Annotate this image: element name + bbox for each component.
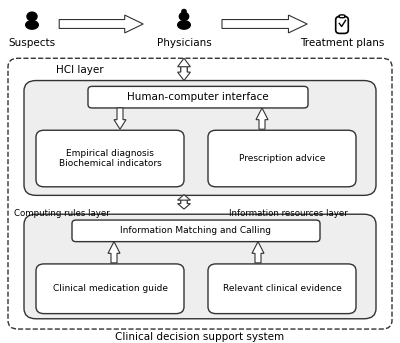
- Text: HCI layer: HCI layer: [56, 65, 104, 75]
- FancyBboxPatch shape: [88, 86, 308, 108]
- Text: Prescription advice: Prescription advice: [239, 154, 325, 163]
- Circle shape: [182, 10, 186, 13]
- Circle shape: [27, 12, 37, 21]
- Text: Human-computer interface: Human-computer interface: [127, 92, 269, 102]
- Polygon shape: [252, 241, 264, 263]
- FancyBboxPatch shape: [72, 220, 320, 241]
- Polygon shape: [178, 58, 190, 72]
- Text: Clinical medication guide: Clinical medication guide: [52, 284, 168, 293]
- Text: Empirical diagnosis
Biochemical indicators: Empirical diagnosis Biochemical indicato…: [59, 149, 161, 168]
- Polygon shape: [178, 200, 190, 209]
- Polygon shape: [108, 241, 120, 263]
- FancyBboxPatch shape: [36, 264, 184, 314]
- Polygon shape: [256, 108, 268, 129]
- Text: Physicians: Physicians: [157, 38, 211, 48]
- Ellipse shape: [26, 21, 38, 29]
- FancyBboxPatch shape: [36, 130, 184, 187]
- Circle shape: [179, 12, 189, 21]
- FancyBboxPatch shape: [208, 264, 356, 314]
- Polygon shape: [59, 15, 143, 33]
- Polygon shape: [114, 108, 126, 129]
- Text: Information resources layer: Information resources layer: [229, 209, 347, 218]
- FancyBboxPatch shape: [24, 81, 376, 196]
- Text: Information Matching and Calling: Information Matching and Calling: [120, 226, 272, 235]
- Polygon shape: [178, 67, 190, 81]
- Polygon shape: [178, 195, 190, 204]
- Text: Relevant clinical evidence: Relevant clinical evidence: [222, 284, 342, 293]
- Text: Suspects: Suspects: [8, 38, 56, 48]
- Text: Computing rules layer: Computing rules layer: [14, 209, 110, 218]
- FancyBboxPatch shape: [24, 214, 376, 319]
- FancyBboxPatch shape: [339, 15, 345, 18]
- FancyBboxPatch shape: [8, 58, 392, 329]
- Ellipse shape: [178, 21, 190, 29]
- FancyBboxPatch shape: [208, 130, 356, 187]
- FancyBboxPatch shape: [336, 16, 348, 33]
- Text: Clinical decision support system: Clinical decision support system: [116, 332, 284, 342]
- Text: Treatment plans: Treatment plans: [300, 38, 384, 48]
- Polygon shape: [222, 15, 307, 33]
